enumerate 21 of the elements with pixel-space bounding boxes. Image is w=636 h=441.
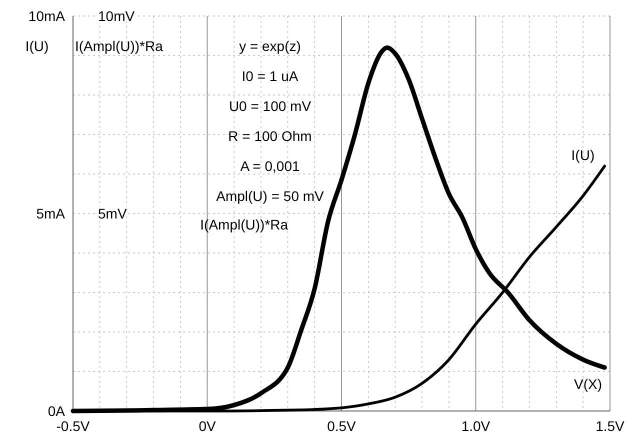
annotation: y = exp(z) [239, 38, 301, 54]
annotation: Ampl(U) = 50 mV [216, 188, 325, 204]
annotation: R = 100 Ohm [228, 128, 312, 144]
y2-axis-title: I(Ampl(U))*Ra [75, 38, 164, 54]
annotation: I0 = 1 uA [242, 68, 299, 84]
x-tick-label: 1.5V [596, 418, 626, 434]
text: I(Ampl(U))*Ra [200, 216, 288, 232]
y-tick-label: 0A [48, 403, 66, 419]
x-tick-label: -0.5V [56, 418, 90, 434]
y-tick-label: 5mA [36, 206, 66, 222]
y-tick-label: 10mA [28, 8, 66, 24]
y2-tick-label: 5mV [98, 206, 128, 222]
y-axis-title: I(U) [25, 38, 49, 54]
annotation: U0 = 100 mV [228, 98, 312, 114]
y2-tick-label: 10mV [98, 8, 136, 24]
x-tick-label: 1.0V [461, 418, 491, 434]
x-tick-label: 0.5V [327, 418, 357, 434]
annotation: A = 0,001 [240, 158, 300, 174]
x-tick-label: 0V [198, 418, 216, 434]
series-label: I(U) [571, 147, 595, 164]
x-axis-title: V(X) [574, 376, 602, 392]
